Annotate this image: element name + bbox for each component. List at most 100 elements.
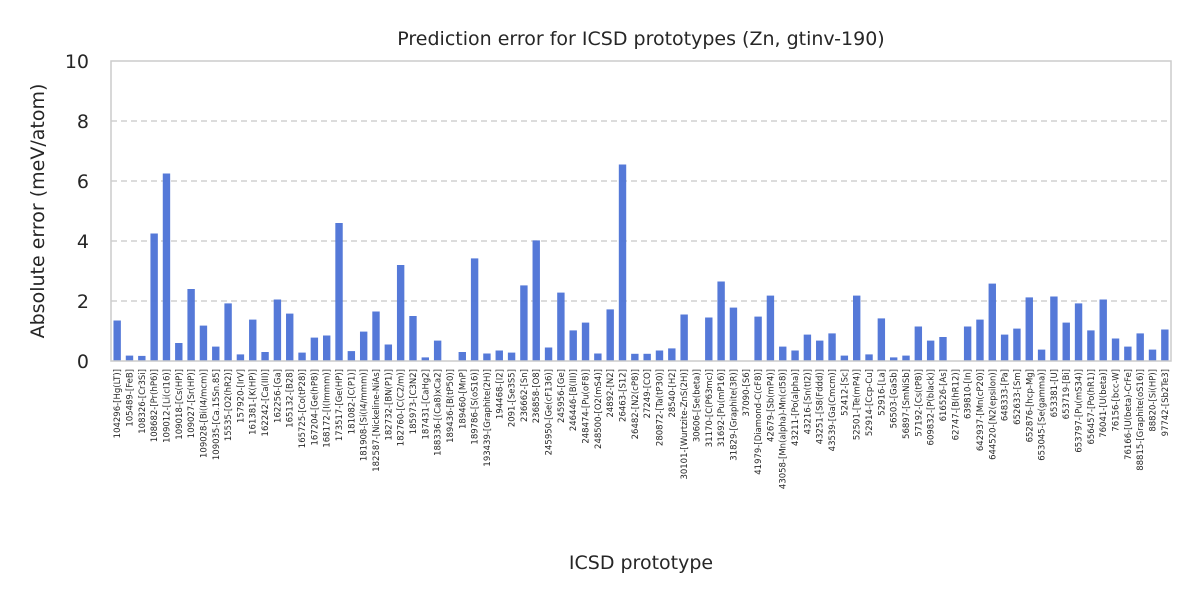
bar <box>483 353 491 361</box>
x-tick-label: 245950-[Ge(cF136)] <box>545 369 555 455</box>
x-tick-label: 43058-[Mn(alpha)-Mn(cI58)] <box>779 369 789 489</box>
bar <box>236 354 245 361</box>
bar <box>1099 299 1107 361</box>
gridlines <box>111 120 1171 302</box>
x-tick-label: 642937-[Mn(cP20)] <box>976 369 986 451</box>
x-tick-label: 52916-[La] <box>877 369 887 416</box>
bar <box>1161 329 1169 361</box>
x-tick-label: 52412-[Sc] <box>840 369 850 416</box>
bar <box>310 337 319 361</box>
bar <box>939 337 947 361</box>
x-tick-label: 104296-[Hg(LT)] <box>113 369 123 438</box>
bar <box>655 350 664 361</box>
bar <box>162 173 171 361</box>
x-tick-label: 182587-[Nickeline-NiAs] <box>372 369 382 472</box>
x-tick-label: 62747-[B(hR12)] <box>951 369 961 440</box>
x-tick-label: 185973-[C3N2] <box>409 369 419 434</box>
bar <box>606 309 614 361</box>
x-tick-label: 28540-[H2] <box>668 369 678 418</box>
bar <box>532 240 540 361</box>
bar <box>816 340 824 361</box>
bar <box>507 352 516 361</box>
bar <box>1037 349 1046 361</box>
x-tick-label: 162256-[Ga] <box>273 369 283 423</box>
bar <box>1062 322 1070 361</box>
y-tick-label: 4 <box>77 231 89 253</box>
bar <box>828 333 836 361</box>
y-tick-label: 8 <box>77 111 89 133</box>
x-tick-label: 653045-[Se(gamma)] <box>1038 369 1048 461</box>
bar <box>1050 296 1058 361</box>
bar <box>335 223 343 361</box>
x-tick-label: 88820-[Si(HP)] <box>1149 369 1159 432</box>
x-tick-label: 653797-[Pu(mS34)] <box>1075 369 1085 453</box>
bar <box>458 352 466 361</box>
y-tick-label: 6 <box>77 171 89 193</box>
bar <box>261 352 269 361</box>
bar <box>1000 334 1009 361</box>
bar <box>1025 297 1033 361</box>
bar <box>729 307 738 361</box>
bar <box>705 317 713 361</box>
x-tick-label: 181908-[Si(I4/mmm)] <box>360 369 370 461</box>
x-tick-label: 245956-[Ge] <box>557 369 567 423</box>
bar <box>359 331 368 361</box>
bar <box>914 326 923 361</box>
bar <box>1087 330 1095 361</box>
x-tick-label: 181082-[C(P1)] <box>347 369 357 434</box>
bar <box>520 285 528 361</box>
bar <box>902 355 910 361</box>
y-tick-label: 2 <box>77 291 89 313</box>
x-tick-label: 30606-[Se(beta)] <box>692 369 702 442</box>
x-tick-label: 109028-[Bi(I4/mcm)] <box>199 369 209 458</box>
x-tick-label: 280872-[Ta(tP30)] <box>655 369 665 446</box>
bar <box>779 346 787 361</box>
x-tick-label: 108682-[Pr(hP6)] <box>150 369 160 442</box>
x-tick-label: 167204-[Ge(hP8)] <box>310 369 320 446</box>
x-tick-label: 76166-[U(beta)-CrFe] <box>1124 369 1134 460</box>
x-tick-label: 165725-[Co(tP28)] <box>298 369 308 448</box>
bar <box>224 303 232 361</box>
y-tick-label: 10 <box>65 51 89 73</box>
bar <box>125 355 134 361</box>
x-tick-label: 182732-[BN(P1)] <box>384 369 394 441</box>
bar <box>298 352 306 361</box>
x-tick-label: 656457-[Po(hR1)] <box>1087 369 1097 445</box>
bar <box>717 281 725 361</box>
x-tick-label: 188336-[(Ca8)xCa2] <box>434 369 444 456</box>
bar <box>199 325 208 361</box>
x-tick-label: 644520-[N2(epsilon)] <box>988 369 998 460</box>
x-tick-label: 653719-[Bi] <box>1062 369 1072 419</box>
bar <box>668 348 676 361</box>
bar <box>175 343 183 361</box>
x-tick-label: 189460-[MnP] <box>458 369 468 429</box>
bar <box>138 355 146 361</box>
x-tick-label: 56503-[GaSb] <box>890 369 900 428</box>
x-tick-label: 15535-[O2(hR2)] <box>224 369 234 441</box>
bar <box>963 326 972 361</box>
x-tick-label: 26482-[N2(cP8)] <box>631 369 641 439</box>
bars <box>113 164 1169 361</box>
bar <box>286 313 294 361</box>
bar <box>384 344 393 361</box>
bar <box>803 334 812 361</box>
bar <box>347 351 356 361</box>
bar <box>1111 338 1120 361</box>
x-tick-label: 105489-[FeB] <box>125 369 135 427</box>
x-tick-label: 31170-[C(P63mc)] <box>705 369 715 447</box>
bar <box>544 347 553 361</box>
x-tick-label: 43211-[Po(alpha)] <box>791 369 801 446</box>
bar <box>249 319 257 361</box>
x-tick-label: 31692-[Pu(mP16)] <box>717 369 727 447</box>
x-tick-label: 109012-[Li(cI16)] <box>162 369 172 443</box>
x-tick-label: 76041-[U(beta)] <box>1099 369 1109 438</box>
x-tick-label: 42679-[Sb(mP4)] <box>766 369 776 442</box>
bar <box>1148 349 1157 361</box>
x-tick-label: 168172-[I(Immm)] <box>323 369 333 448</box>
x-tick-label: 88815-[Graphite(oS16)] <box>1136 369 1146 471</box>
bar <box>212 346 220 361</box>
bar <box>569 330 577 361</box>
x-tick-label: 109027-[Sr(HP)] <box>187 369 197 438</box>
bar <box>594 353 602 361</box>
bar <box>865 354 873 361</box>
